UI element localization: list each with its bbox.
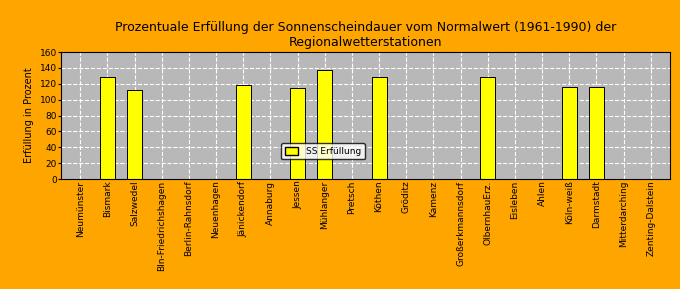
Bar xyxy=(236,86,251,179)
Bar xyxy=(290,88,305,179)
Bar xyxy=(589,87,604,179)
Bar xyxy=(371,77,386,179)
Y-axis label: Erfüllung in Prozent: Erfüllung in Prozent xyxy=(24,68,34,164)
Bar xyxy=(100,77,115,179)
Bar xyxy=(127,90,142,179)
Bar xyxy=(562,87,577,179)
Bar xyxy=(318,70,333,179)
Legend: SS Erfüllung: SS Erfüllung xyxy=(282,143,364,160)
Title: Prozentuale Erfüllung der Sonnenscheindauer vom Normalwert (1961-1990) der
Regio: Prozentuale Erfüllung der Sonnenscheinda… xyxy=(115,21,616,49)
Bar xyxy=(480,77,495,179)
